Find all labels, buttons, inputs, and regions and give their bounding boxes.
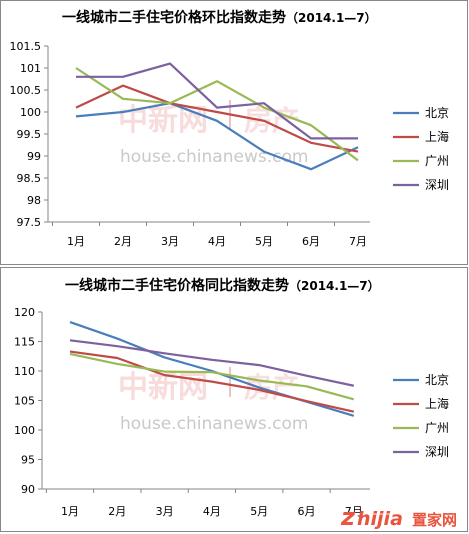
x-tick-label: 5月: [250, 505, 268, 518]
zhijia-logo: z hijia 置家网: [340, 503, 457, 531]
x-tick-label: 1月: [67, 235, 85, 248]
legend-label: 上海: [425, 129, 449, 144]
y-tick-label: 98.5: [17, 172, 42, 185]
y-tick-label: 100: [14, 424, 35, 437]
y-tick-label: 110: [14, 365, 35, 378]
x-tick-label: 5月: [255, 235, 273, 248]
chart-title: 一线城市二手住宅价格同比指数走势（2014.1—7）: [65, 277, 380, 294]
legend-label: 深圳: [425, 445, 449, 459]
y-tick-label: 100.5: [10, 84, 42, 97]
legend-label: 北京: [425, 373, 449, 387]
x-tick-label: 1月: [61, 505, 79, 518]
x-tick-label: 6月: [298, 505, 316, 518]
y-tick-label: 101: [20, 62, 41, 75]
watermark-cn-left: 中新网: [118, 370, 208, 405]
y-tick-label: 98: [27, 194, 41, 207]
y-tick-label: 100: [20, 106, 41, 119]
legend-label: 广州: [425, 421, 449, 435]
watermark-url: house.chinanews.com: [120, 147, 308, 167]
series-line: [76, 62, 358, 140]
zhijia-logo-z: z: [340, 503, 356, 531]
y-tick-label: 99: [27, 150, 41, 163]
y-tick-label: 120: [14, 306, 35, 319]
x-tick-label: 2月: [108, 505, 126, 518]
chart-title-main: 一线城市二手住宅价格同比指数走势: [65, 277, 289, 294]
watermark-cn-right: 房产: [244, 371, 300, 404]
chart-title: 一线城市二手住宅价格环比指数走势（2014.1—7）: [62, 9, 377, 26]
watermark-url: house.chinanews.com: [120, 414, 308, 434]
watermark-cn-left: 中新网: [118, 103, 208, 138]
chart-mom: 一线城市二手住宅价格环比指数走势（2014.1—7）中新网 房产house.chi…: [0, 0, 468, 265]
y-tick-label: 105: [14, 395, 35, 408]
y-tick-label: 115: [14, 336, 35, 349]
series-line: [75, 67, 359, 162]
zhijia-logo-cn: 置家网: [412, 511, 457, 529]
zhijia-logo-text: hijia: [357, 508, 403, 530]
x-tick-label: 7月: [345, 505, 363, 518]
x-tick-label: 3月: [156, 505, 174, 518]
chart-title-main: 一线城市二手住宅价格环比指数走势: [62, 9, 286, 26]
x-tick-label: 2月: [114, 235, 132, 248]
y-tick-label: 90: [21, 483, 35, 496]
series-line: [69, 350, 355, 413]
chart-frame: [0, 267, 468, 532]
x-tick-label: 4月: [208, 235, 226, 248]
legend-label: 广州: [425, 154, 449, 168]
x-tick-label: 3月: [161, 235, 179, 248]
series-line: [75, 102, 359, 171]
series-line: [75, 84, 359, 153]
chart-yoy: 一线城市二手住宅价格同比指数走势（2014.1—7） 中新网 房产 house.chi…: [0, 267, 468, 532]
series-line: [69, 339, 355, 387]
legend-label: 北京: [425, 106, 449, 120]
y-tick-label: 101.5: [10, 40, 42, 53]
chart-panel-mom: 一线城市二手住宅价格环比指数走势（2014.1—7） 中新网 房产 house.chi…: [0, 0, 468, 265]
y-tick-label: 99.5: [17, 128, 42, 141]
legend-label: 上海: [425, 396, 449, 411]
chart-panel-yoy: 一线城市二手住宅价格同比指数走势（2014.1—7） 中新网 房产 house.chi…: [0, 267, 469, 534]
chart-title-suffix: （2014.1—7）: [289, 278, 380, 293]
series-line: [69, 352, 355, 401]
chart-title-suffix: （2014.1—7）: [286, 10, 377, 25]
x-tick-label: 6月: [302, 235, 320, 248]
y-tick-label: 97.5: [17, 216, 42, 229]
x-tick-label: 7月: [349, 235, 367, 248]
legend-label: 深圳: [425, 178, 449, 192]
y-tick-label: 95: [21, 454, 35, 467]
x-tick-label: 4月: [203, 505, 221, 518]
